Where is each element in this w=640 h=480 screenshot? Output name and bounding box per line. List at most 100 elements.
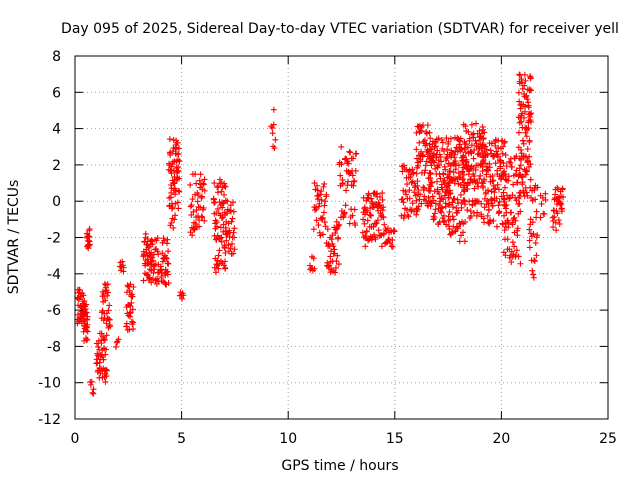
y-tick-label: 0 [52, 194, 61, 210]
data-point [409, 200, 416, 207]
data-point [211, 199, 218, 206]
data-point [426, 169, 433, 176]
data-point [516, 98, 523, 105]
data-point [83, 324, 90, 331]
data-point [430, 150, 437, 157]
data-point [556, 221, 563, 228]
data-point [216, 247, 223, 254]
data-point [149, 241, 156, 248]
data-point [438, 136, 445, 143]
data-point [519, 173, 526, 180]
data-point [200, 181, 207, 188]
data-point [499, 150, 506, 157]
data-point [489, 178, 496, 185]
data-point [439, 204, 446, 211]
data-point [127, 281, 134, 288]
data-point [418, 128, 425, 135]
data-point [130, 319, 137, 326]
data-point [391, 228, 398, 235]
data-point [316, 200, 323, 207]
data-point [480, 126, 487, 133]
x-tick-label: 10 [279, 431, 297, 447]
data-point [438, 209, 445, 216]
data-point [270, 121, 277, 128]
data-point [400, 215, 407, 222]
data-point [527, 87, 534, 94]
data-point [416, 139, 423, 146]
data-point [508, 259, 515, 266]
data-point [531, 258, 538, 265]
data-point [534, 184, 541, 191]
data-point [446, 208, 453, 215]
data-point [524, 145, 531, 152]
data-point [486, 164, 493, 171]
data-point [227, 207, 234, 214]
data-point [220, 228, 227, 235]
data-point [418, 200, 425, 207]
data-point [445, 180, 452, 187]
data-point [431, 144, 438, 151]
data-point [516, 155, 523, 162]
data-point [523, 167, 530, 174]
data-point [462, 141, 469, 148]
data-point [417, 191, 424, 198]
data-point [171, 180, 178, 187]
data-point [200, 205, 207, 212]
data-point [510, 181, 517, 188]
data-point [84, 328, 91, 335]
data-point [104, 281, 111, 288]
data-point [103, 332, 110, 339]
data-point [406, 195, 413, 202]
x-tick-label: 15 [386, 431, 404, 447]
data-point [464, 144, 471, 151]
data-point [514, 232, 521, 239]
data-point [319, 231, 326, 238]
data-point [490, 217, 497, 224]
data-point [542, 190, 549, 197]
data-point [190, 208, 197, 215]
data-point [558, 200, 565, 207]
data-point [451, 195, 458, 202]
data-point [532, 196, 539, 203]
data-point [529, 219, 536, 226]
data-point [471, 147, 478, 154]
data-point [337, 172, 344, 179]
data-point [378, 243, 385, 250]
data-point [197, 171, 204, 178]
data-point [480, 178, 487, 185]
data-point [399, 168, 406, 175]
data-point [449, 229, 456, 236]
data-point [272, 136, 279, 143]
data-point [163, 254, 170, 261]
data-point [367, 205, 374, 212]
data-point [429, 193, 436, 200]
data-point [84, 321, 91, 328]
data-point [83, 301, 90, 308]
data-point [187, 229, 194, 236]
data-point [518, 156, 525, 163]
data-point [335, 234, 342, 241]
data-point [435, 162, 442, 169]
data-point [86, 241, 93, 248]
data-point [463, 159, 470, 166]
data-point [519, 179, 526, 186]
data-point [486, 207, 493, 214]
data-point [526, 237, 533, 244]
data-point [515, 89, 522, 96]
data-point [375, 227, 382, 234]
data-point [414, 159, 421, 166]
data-point [526, 226, 533, 233]
data-point [194, 198, 201, 205]
data-point [102, 378, 109, 385]
data-point [380, 204, 387, 211]
data-point [225, 241, 232, 248]
data-point [119, 258, 126, 265]
data-point [457, 181, 464, 188]
data-point [379, 207, 386, 214]
data-point [530, 271, 537, 278]
data-point [423, 130, 430, 137]
data-point [336, 221, 343, 228]
data-point [528, 110, 535, 117]
data-point [457, 191, 464, 198]
